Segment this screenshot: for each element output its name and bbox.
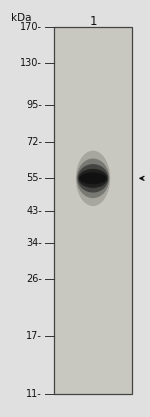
Text: 95-: 95- bbox=[26, 100, 42, 110]
Bar bbox=[54, 27, 132, 394]
Text: 72-: 72- bbox=[26, 137, 42, 147]
Text: 34-: 34- bbox=[26, 238, 42, 248]
Ellipse shape bbox=[79, 172, 107, 184]
Text: 17-: 17- bbox=[26, 331, 42, 341]
Text: 170-: 170- bbox=[20, 22, 42, 32]
Text: 130-: 130- bbox=[20, 58, 42, 68]
Ellipse shape bbox=[76, 151, 110, 206]
Ellipse shape bbox=[77, 158, 109, 198]
Text: kDa: kDa bbox=[11, 13, 31, 23]
Text: 11-: 11- bbox=[26, 389, 42, 399]
Ellipse shape bbox=[81, 175, 105, 182]
Ellipse shape bbox=[78, 169, 108, 188]
Text: 43-: 43- bbox=[26, 206, 42, 216]
Text: 1: 1 bbox=[89, 15, 97, 28]
Text: 26-: 26- bbox=[26, 274, 42, 284]
Text: 55-: 55- bbox=[26, 173, 42, 183]
Ellipse shape bbox=[78, 164, 108, 193]
